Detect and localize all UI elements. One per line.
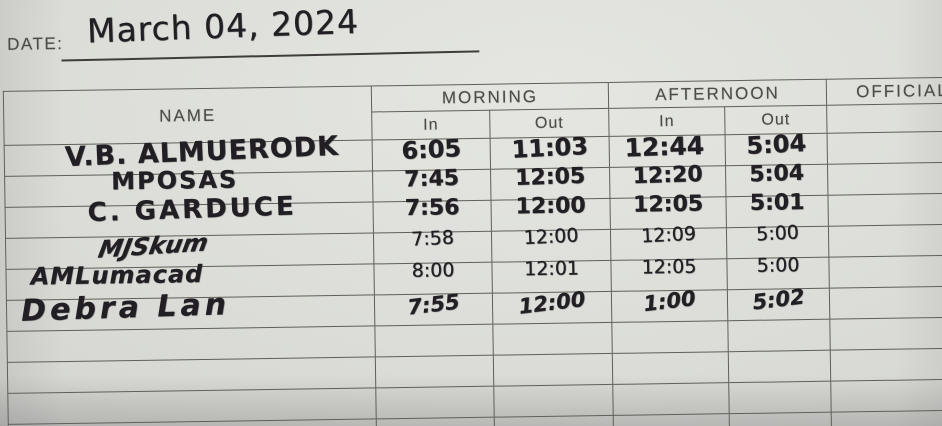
handwritten-time: 11:03	[510, 131, 589, 164]
handwritten-time: 5:01	[749, 190, 805, 216]
attendance-table: NAME MORNING AFTERNOON OFFICIAL In Out I…	[3, 76, 942, 426]
official-cell	[827, 192, 942, 227]
handwritten-name: C. GARDUCE	[87, 191, 298, 229]
date-label: DATE:	[6, 34, 64, 54]
morning-in-cell: 7:55	[374, 290, 493, 326]
handwritten-time: 8:00	[411, 259, 455, 282]
official-cell	[830, 347, 942, 382]
handwritten-time: 12:05	[632, 191, 704, 218]
handwritten-time: 6:05	[400, 134, 462, 166]
morning-in-cell	[374, 324, 494, 357]
handwritten-time: 12:05	[641, 255, 697, 279]
afternoon-in-cell	[612, 382, 730, 416]
official-cell	[828, 223, 942, 258]
handwritten-time: 12:00	[515, 193, 586, 220]
official-cell	[831, 409, 942, 426]
morning-in-cell	[375, 355, 494, 388]
afternoon-out-cell	[728, 350, 831, 383]
handwritten-signature: Debra Lan	[20, 287, 231, 329]
afternoon-out-cell	[728, 381, 832, 414]
morning-in-cell	[376, 417, 495, 426]
official-cell	[827, 130, 942, 165]
handwritten-time: 5:04	[748, 160, 805, 188]
col-header-morning: MORNING	[371, 82, 609, 112]
morning-out-cell: 12:00	[492, 287, 612, 325]
col-header-official: OFFICIAL	[826, 76, 942, 106]
official-cell	[829, 285, 942, 320]
morning-out-cell	[493, 384, 614, 418]
morning-out-cell	[494, 415, 614, 426]
handwritten-name: AMLumacad	[30, 259, 204, 291]
col-header-official-sub	[826, 102, 942, 134]
afternoon-in-cell	[612, 351, 729, 385]
official-cell	[829, 316, 942, 351]
morning-in-cell	[375, 386, 495, 419]
handwritten-time: 12:05	[514, 163, 586, 191]
date-handwriting: March 04, 2024	[86, 1, 360, 51]
handwritten-time: 5:00	[756, 254, 800, 277]
morning-out-cell	[492, 322, 613, 356]
afternoon-in-cell: 1:00	[611, 286, 728, 323]
col-header-afternoon: AFTERNOON	[608, 79, 827, 109]
afternoon-out-cell	[727, 319, 831, 352]
handwritten-name: MPOSAS	[110, 165, 239, 196]
official-cell	[827, 161, 942, 196]
afternoon-out-cell: 5:02	[727, 284, 830, 321]
official-cell	[830, 378, 942, 413]
afternoon-out-cell	[729, 412, 832, 426]
handwritten-time: 12:44	[623, 130, 705, 163]
handwritten-time: 12:01	[523, 257, 580, 281]
handwritten-time: 5:04	[745, 128, 807, 160]
handwritten-time: 12:20	[632, 161, 704, 190]
official-cell	[828, 254, 942, 289]
afternoon-in-cell	[611, 320, 729, 354]
handwritten-time: 7:56	[404, 195, 460, 221]
morning-out-cell	[493, 353, 613, 387]
handwritten-time: 7:45	[403, 165, 460, 193]
handwritten-time: 5:00	[755, 221, 800, 246]
afternoon-in-cell	[613, 413, 730, 426]
